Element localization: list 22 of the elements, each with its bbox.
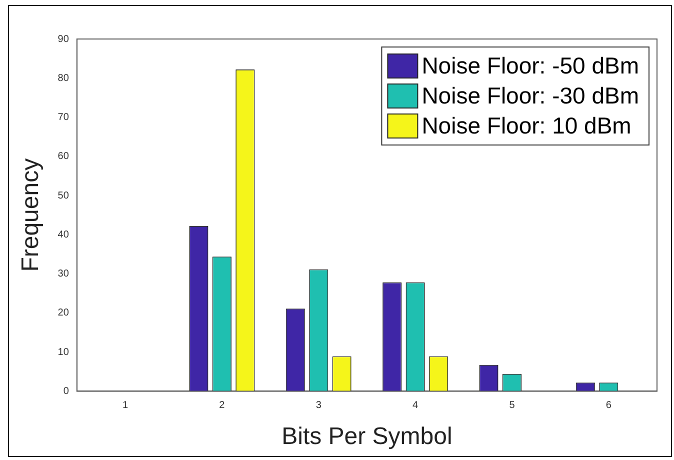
y-tick-label: 50 xyxy=(58,190,70,202)
y-tick-label: 90 xyxy=(58,34,70,45)
x-tick-label: 3 xyxy=(316,400,322,411)
legend-label: Noise Floor: -50 dBm xyxy=(422,52,640,78)
x-tick-label: 6 xyxy=(606,400,612,411)
figure-frame: Bits Per Symbol Frequency 1 2 3 4 5 6 0 10 20 30 40 50 60 70 80 90 Noise Floor: -50 dBm Noise Floor: -30 dBm Noise Floor: 10 dBm xyxy=(8,5,672,457)
y-tick-label: 60 xyxy=(58,151,70,162)
y-axis-title: Frequency xyxy=(17,158,44,272)
y-tick-label: 70 xyxy=(58,112,70,124)
x-tick-label: 2 xyxy=(219,400,226,411)
x-axis-title: Bits Per Symbol xyxy=(282,423,452,450)
legend-label: Noise Floor: -30 dBm xyxy=(422,82,640,108)
y-tick-label: 80 xyxy=(58,72,70,84)
y-tick-label: 0 xyxy=(63,386,70,397)
y-tick-label: 30 xyxy=(58,268,70,280)
y-tick-label: 20 xyxy=(58,308,70,319)
y-tick-label: 40 xyxy=(58,229,70,240)
x-tick-label: 1 xyxy=(122,400,128,411)
y-tick-label: 10 xyxy=(58,346,70,358)
legend-label: Noise Floor: 10 dBm xyxy=(422,112,632,138)
x-tick-label: 5 xyxy=(509,400,516,411)
x-tick-label: 4 xyxy=(412,400,419,411)
